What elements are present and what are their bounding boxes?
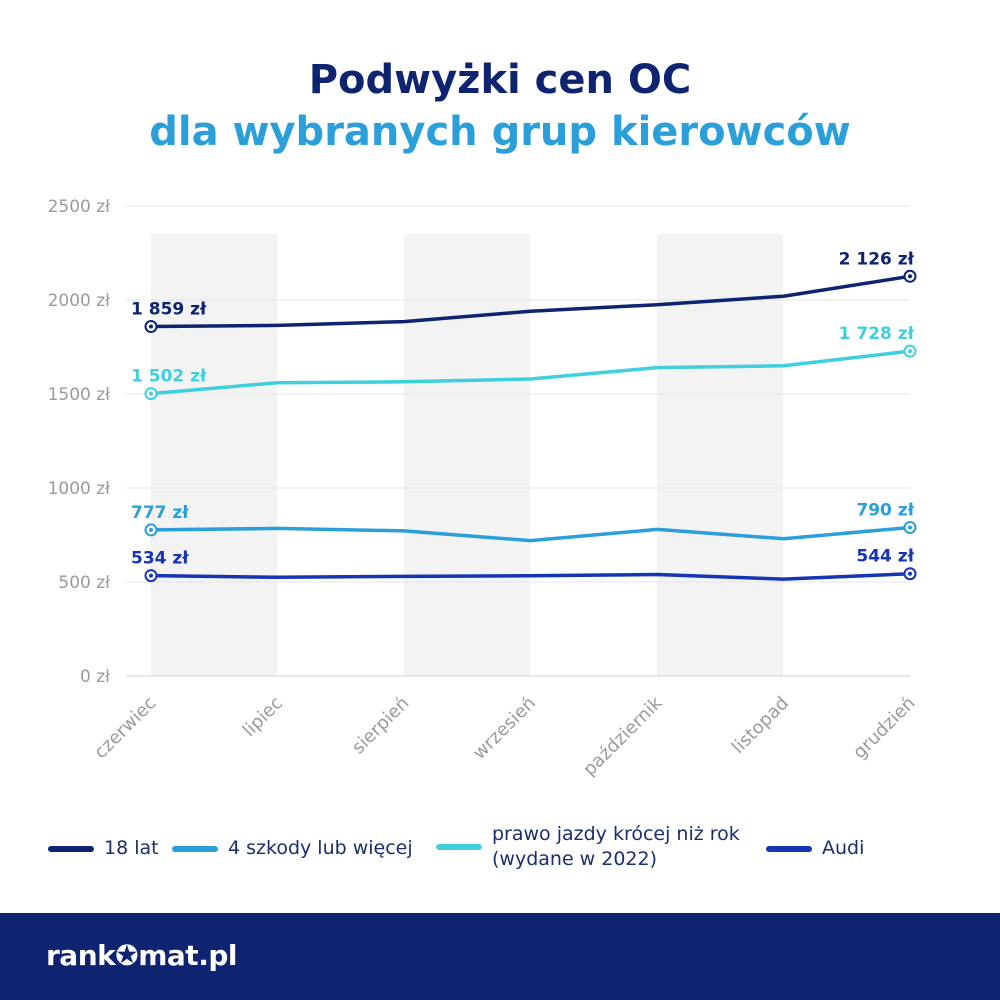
data-point-dot [149, 324, 153, 329]
x-tick-label: grudzień [849, 693, 919, 763]
legend-item-18-lat: 18 lat [48, 836, 159, 861]
data-label: 534 zł [131, 549, 189, 569]
series-line [149, 274, 912, 329]
data-point-dot [149, 391, 153, 396]
legend-label-4-szkody: 4 szkody lub więcej [228, 837, 413, 859]
y-tick-label: 2000 zł [48, 291, 111, 311]
data-label: 777 zł [131, 503, 189, 523]
data-label: 544 zł [856, 547, 914, 567]
legend-label-18-lat: 18 lat [104, 837, 159, 859]
x-tick-label: listopad [728, 693, 793, 758]
chart-subtitle: dla wybranych grup kierowców [149, 109, 851, 155]
rankomat-logo[interactable]: rank✪mat.pl [46, 939, 237, 972]
background-band [404, 234, 530, 676]
x-tick-label: wrzesień [469, 693, 540, 764]
x-tick-label: czerwiec [90, 693, 160, 763]
series-line [149, 525, 912, 543]
legend-label-audi: Audi [822, 837, 865, 859]
legend-item-prawo-jazdy: prawo jazdy krócej niż rok (wydane w 202… [436, 822, 740, 872]
y-tick-label: 2500 zł [48, 197, 111, 217]
series-line [149, 349, 912, 396]
star-icon: ✪ [115, 939, 139, 972]
y-tick-label: 500 zł [58, 573, 110, 593]
x-tick-label: październik [579, 692, 667, 780]
legend-swatch-18-lat [48, 845, 94, 852]
logo-text-start: rank [46, 939, 116, 972]
chart-title: Podwyżki cen OC [308, 57, 692, 103]
y-tick-label: 1000 zł [48, 479, 111, 499]
y-tick-label: 0 zł [80, 667, 110, 687]
data-point-dot [908, 571, 912, 576]
data-label: 1 502 zł [131, 367, 207, 387]
legend-label-prawo-jazdy: prawo jazdy krócej niż rok (wydane w 202… [492, 823, 740, 870]
x-tick-label: lipiec [239, 693, 287, 741]
data-label: 2 126 zł [839, 249, 915, 269]
legend-swatch-prawo-jazdy [436, 844, 482, 850]
data-point-dot [149, 573, 153, 578]
logo-text-end: mat.pl [138, 939, 237, 972]
background-band [151, 234, 277, 676]
series-line [149, 571, 912, 581]
legend-item-audi: Audi [766, 836, 864, 861]
data-label: 790 zł [856, 500, 914, 520]
legend-swatch-4-szkody [172, 845, 218, 852]
data-point-dot [149, 527, 153, 532]
data-label: 1 859 zł [131, 300, 207, 320]
background-band [657, 234, 783, 676]
legend-item-4-szkody: 4 szkody lub więcej [172, 836, 413, 861]
legend-swatch-audi [766, 845, 812, 852]
x-tick-label: sierpień [348, 693, 414, 759]
data-point-dot [908, 274, 912, 279]
data-point-dot [908, 349, 912, 354]
data-point-dot [908, 525, 912, 530]
line-chart: 0 zł 500 zł 1000 zł 1500 zł 2000 zł 2500 zł cz… [48, 197, 920, 780]
y-tick-label: 1500 zł [48, 385, 111, 405]
data-label: 1 728 zł [839, 324, 915, 344]
footer-bar: rank✪mat.pl [0, 913, 1000, 1000]
